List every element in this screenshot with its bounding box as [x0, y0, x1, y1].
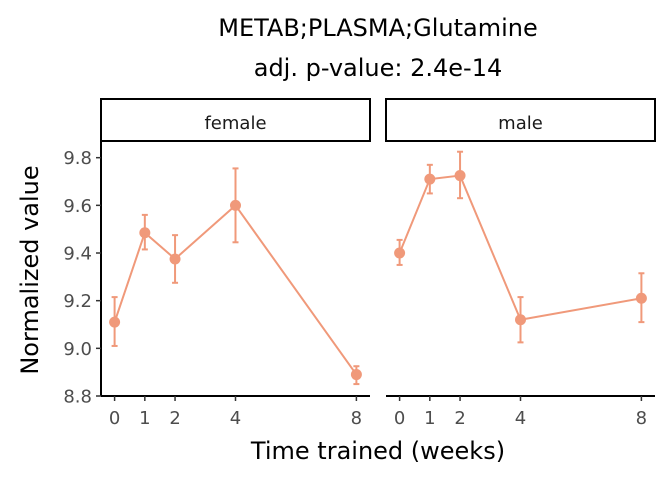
data-point: [424, 173, 436, 185]
y-tick-label: 9.4: [63, 244, 92, 265]
y-tick-label: 9.0: [63, 339, 92, 360]
data-point: [350, 369, 362, 381]
x-tick-label: 0: [109, 408, 120, 429]
x-tick-label: 1: [139, 408, 150, 429]
chart-title-line2: adj. p-value: 2.4e-14: [254, 54, 503, 82]
y-tick-label: 8.8: [63, 387, 92, 408]
x-tick-label: 2: [454, 408, 465, 429]
data-point: [635, 292, 647, 304]
x-tick-label: 1: [424, 408, 435, 429]
strip-box-female: [100, 98, 371, 142]
data-point: [454, 170, 466, 182]
panel-male: male 0 1 2 4 8: [385, 98, 656, 429]
x-tick-label: 0: [394, 408, 405, 429]
strip-label-female: female: [204, 113, 266, 134]
data-point: [230, 199, 241, 211]
x-tick-label: 4: [515, 408, 526, 429]
data-point: [515, 314, 526, 326]
y-axis-title: Normalized value: [16, 165, 44, 374]
x-tick-label: 4: [230, 408, 241, 429]
x-axis-title: Time trained (weeks): [250, 437, 505, 465]
chart-title-line1: METAB;PLASMA;Glutamine: [218, 14, 538, 42]
panel-female: female 0 1 2 4 8 8.8 9.0 9.2 9.4 9.6 9.8: [63, 98, 371, 429]
x-tick-label: 8: [351, 408, 362, 429]
x-tick-label: 8: [636, 408, 647, 429]
data-point: [169, 253, 181, 265]
y-tick-label: 9.8: [63, 148, 92, 169]
strip-label-male: male: [498, 113, 543, 134]
data-point: [394, 247, 406, 259]
x-tick-label: 2: [169, 408, 180, 429]
data-point: [109, 316, 121, 328]
y-tick-label: 9.6: [63, 196, 92, 217]
strip-box-male: [385, 98, 656, 142]
data-point: [139, 227, 151, 239]
y-tick-label: 9.2: [63, 291, 92, 312]
